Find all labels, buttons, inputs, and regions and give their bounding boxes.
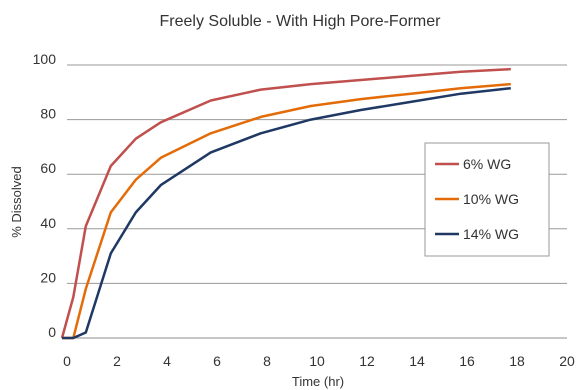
series-line-2 — [62, 86, 511, 340]
x-tick-label: 6 — [213, 353, 221, 369]
y-tick-label: 100 — [33, 51, 57, 67]
x-tick-label: 20 — [559, 353, 575, 369]
y-tick-label: 80 — [40, 106, 56, 122]
x-tick-label: 10 — [309, 353, 325, 369]
chart-title: Freely Soluble - With High Pore-Former — [160, 13, 442, 30]
series-lines — [60, 67, 511, 340]
x-tick-label: 4 — [163, 353, 171, 369]
x-tick-label: 0 — [63, 353, 71, 369]
series-line-1 — [62, 82, 511, 340]
x-tick-label: 12 — [359, 353, 375, 369]
x-axis-label: Time (hr) — [292, 374, 344, 389]
y-tick-label: 0 — [48, 324, 56, 340]
x-tick-label: 2 — [113, 353, 121, 369]
y-tick-label: 40 — [40, 215, 56, 231]
x-tick-label: 18 — [509, 353, 525, 369]
y-tick-label: 20 — [40, 269, 56, 285]
legend-label: 14% WG — [463, 226, 519, 242]
legend-label: 10% WG — [463, 191, 519, 207]
y-axis-label: % Dissolved — [9, 166, 24, 238]
x-tick-label: 16 — [459, 353, 475, 369]
series-line-0 — [60, 67, 511, 339]
x-tick-label: 14 — [409, 353, 425, 369]
axes: 0 20 40 60 80 100 0 2 4 6 8 10 12 14 16 18 20 — [33, 51, 575, 369]
legend: 6% WG 10% WG 14% WG — [424, 142, 550, 257]
x-tick-label: 8 — [263, 353, 271, 369]
y-tick-label: 60 — [40, 160, 56, 176]
legend-label: 6% WG — [463, 156, 511, 172]
